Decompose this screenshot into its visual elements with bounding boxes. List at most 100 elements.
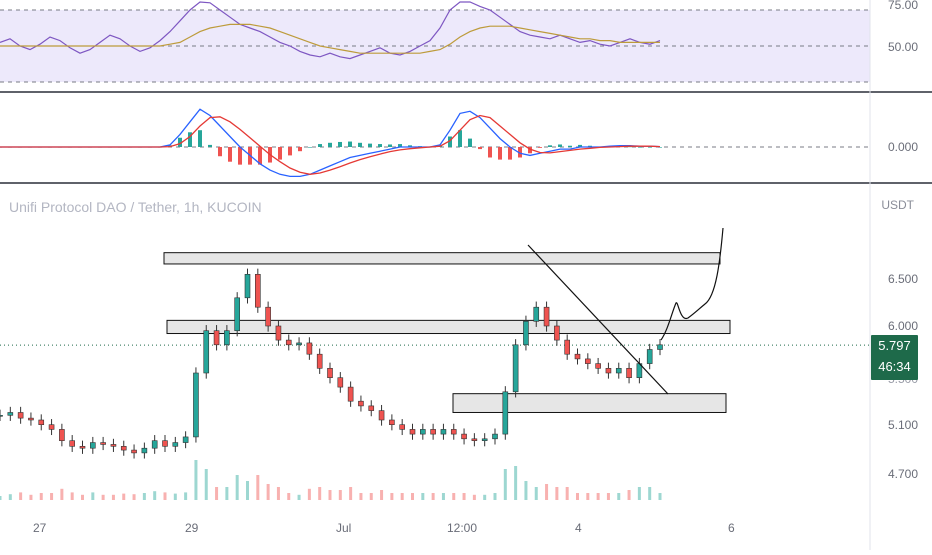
candle-body	[502, 391, 509, 435]
macd-histogram-bar	[198, 130, 202, 147]
macd-histogram-bar	[258, 147, 262, 165]
x-tick-jul: Jul	[336, 521, 352, 535]
candle-body	[100, 442, 106, 445]
rsi-line	[0, 1, 661, 60]
volume-bar	[132, 494, 136, 500]
volume-bar	[534, 487, 538, 500]
macd-histogram-bar	[188, 132, 192, 147]
macd-histogram-bar	[638, 147, 642, 148]
macd-histogram-bar	[628, 146, 632, 148]
macd-histogram-bar	[458, 130, 462, 147]
volume-bar	[318, 487, 322, 500]
volume-bar	[297, 494, 301, 500]
volume-bar	[19, 492, 23, 500]
volume-bar	[369, 493, 373, 500]
candle-body	[533, 306, 540, 322]
macd-histogram-bar	[378, 144, 382, 147]
candle-body	[481, 438, 488, 441]
volume-bar	[627, 490, 631, 500]
price-tick-4700: 4.700	[887, 467, 918, 481]
volume-bar	[493, 493, 497, 500]
volume-bar	[648, 487, 652, 500]
candle-body	[471, 438, 478, 441]
candle-body	[28, 417, 34, 421]
projected-path	[660, 227, 724, 341]
x-tick-27: 27	[33, 521, 47, 535]
candle-body	[213, 330, 220, 346]
candle-body	[461, 433, 467, 440]
macd-histogram-bar	[298, 147, 302, 152]
macd-histogram-bar	[388, 144, 392, 147]
macd-histogram-bar	[478, 147, 482, 150]
macd-histogram-bar	[528, 147, 532, 154]
last-price-value: 5.797	[878, 338, 911, 353]
candle-body	[409, 429, 416, 435]
volume-bar	[441, 493, 445, 500]
volume-bar	[606, 493, 610, 500]
volume-bar	[81, 494, 84, 500]
rsi-tick-75: 75.00	[887, 0, 918, 12]
macd-histogram-bar	[348, 141, 352, 147]
volume-bar	[29, 494, 33, 500]
macd-line	[0, 108, 661, 178]
volume-bar	[390, 493, 394, 500]
sr-zone	[166, 319, 731, 335]
candle-body	[151, 440, 158, 449]
volume-bar	[421, 493, 425, 500]
candle-body	[492, 433, 498, 440]
candle-body	[275, 325, 282, 341]
candle-body	[203, 330, 210, 374]
volume-bar	[576, 493, 579, 500]
volume-bar	[215, 487, 219, 500]
volume-bar	[184, 492, 188, 500]
macd-histogram-bar	[548, 145, 552, 147]
rsi-ma-line	[0, 23, 660, 54]
sr-zone	[452, 393, 727, 413]
last-price-tag: 5.797 46:34	[871, 335, 918, 380]
volume-bar	[163, 492, 167, 500]
volume-bar	[400, 493, 404, 500]
macd-histogram-bar	[658, 147, 662, 148]
macd-histogram-bar	[288, 147, 292, 156]
pair-title: Unifi Protocol DAO / Tether, 1h, KUCOIN	[9, 199, 262, 215]
candle-body	[224, 330, 230, 346]
volume-bar	[246, 481, 249, 500]
volume-bar	[586, 493, 590, 500]
volume-bar	[555, 487, 559, 500]
volume-bar	[637, 487, 641, 500]
volume-bar	[256, 475, 260, 500]
macd-histogram-bar	[578, 144, 582, 147]
candle-body	[255, 273, 261, 308]
candle-body	[440, 429, 447, 435]
candle-body	[564, 339, 570, 355]
volume-bar	[194, 460, 198, 500]
price-tick-6500: 6.500	[887, 272, 918, 286]
candle-body	[615, 367, 622, 374]
candle-body	[337, 377, 344, 388]
volume-bar	[39, 493, 43, 500]
macd-histogram-bar	[318, 144, 322, 147]
candle-body	[120, 446, 127, 451]
candle-body	[574, 353, 581, 360]
candle-body	[0, 414, 3, 417]
volume-bar	[452, 493, 456, 500]
macd-histogram-bar	[228, 147, 232, 162]
candle-body	[595, 363, 601, 369]
candle-body	[512, 344, 519, 393]
candle-body	[420, 429, 426, 435]
macd-histogram-bar	[408, 145, 412, 147]
macd-histogram-bar	[368, 143, 372, 147]
volume-bar	[328, 490, 332, 500]
candle-body	[265, 306, 271, 327]
sr-zone	[163, 252, 721, 265]
volume-bar	[411, 493, 414, 500]
price-pane	[0, 227, 870, 500]
rsi-pane	[0, 1, 870, 83]
macd-pane	[0, 108, 870, 178]
macd-histogram-bar	[338, 141, 342, 147]
signal-line	[0, 114, 661, 175]
macd-histogram-bar	[208, 144, 212, 147]
candle-body	[131, 449, 137, 454]
